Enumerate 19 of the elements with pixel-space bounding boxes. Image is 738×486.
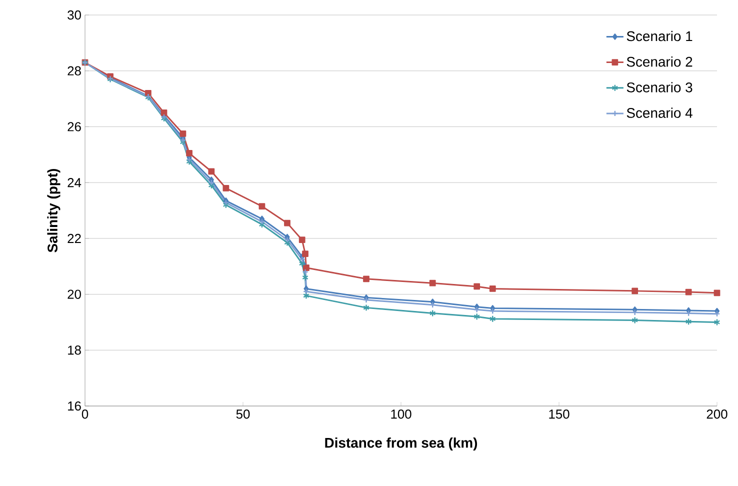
y-tick-label: 26	[68, 122, 81, 132]
x-tick-label: 100	[391, 410, 412, 419]
x-tick-label: 200	[706, 410, 728, 419]
y-tick-label: 22	[68, 234, 81, 243]
y-tick-label: 20	[68, 290, 81, 299]
legend-label: Scenario 3	[626, 82, 692, 92]
legend-label: Scenario 4	[626, 108, 692, 118]
x-axis-title: Distance from sea (km)	[325, 438, 478, 451]
legend-label: Scenario 2	[626, 56, 692, 67]
y-tick-label: 24	[68, 178, 82, 188]
x-tick-label: 150	[549, 410, 570, 419]
x-tick-label: 50	[236, 410, 250, 419]
y-tick-label: 28	[68, 66, 81, 76]
y-tick-label: 30	[68, 10, 81, 20]
legend-label: Scenario 1	[626, 30, 692, 42]
y-tick-label: 16	[68, 401, 81, 411]
y-axis-title: Salinity (ppt)	[47, 168, 60, 252]
x-tick-label: 0	[82, 410, 88, 419]
y-tick-label: 18	[68, 346, 81, 355]
